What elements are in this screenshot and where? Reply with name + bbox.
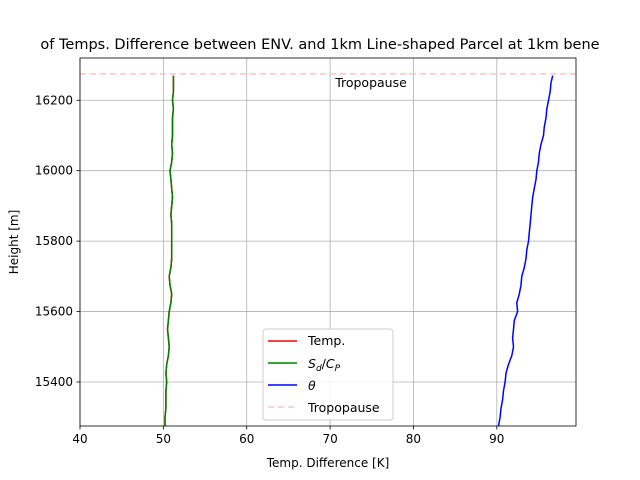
x-tick-label: 40 <box>72 432 87 446</box>
chart-title: of Temps. Difference between ENV. and 1k… <box>40 37 599 53</box>
plot-frame <box>79 57 577 427</box>
x-axis-ticks: 40 50 60 70 80 90 <box>72 426 504 446</box>
series-line-theta <box>497 75 554 427</box>
legend-label-temp: Temp. <box>307 333 345 348</box>
grid <box>79 58 576 426</box>
x-tick-label: 60 <box>239 432 254 446</box>
x-tick-label: 50 <box>156 432 171 446</box>
tropopause-annotation: Tropopause <box>334 75 407 90</box>
legend-label-tropopause: Tropopause <box>307 400 380 415</box>
x-axis-label: Temp. Difference [K] <box>266 456 390 470</box>
y-tick-label: 15400 <box>35 375 73 389</box>
y-tick-label: 15800 <box>35 234 73 248</box>
y-axis-ticks: 15400 15600 15800 16000 16200 <box>35 93 80 389</box>
legend-label-sd-cp: Sd/CP <box>308 356 341 374</box>
legend-label-theta: θ <box>308 378 316 393</box>
y-tick-label: 15600 <box>35 305 73 319</box>
x-tick-label: 90 <box>489 432 504 446</box>
y-axis-label: Height [m] <box>7 210 21 275</box>
y-tick-label: 16200 <box>35 93 73 107</box>
legend-box <box>262 328 394 421</box>
legend: Temp. Sd/CP θ Tropopause <box>262 328 394 421</box>
series-layer <box>164 75 554 427</box>
y-tick-label: 16000 <box>35 164 73 178</box>
x-tick-label: 80 <box>406 432 421 446</box>
x-tick-label: 70 <box>322 432 337 446</box>
series-line-sd-cp <box>164 75 175 426</box>
